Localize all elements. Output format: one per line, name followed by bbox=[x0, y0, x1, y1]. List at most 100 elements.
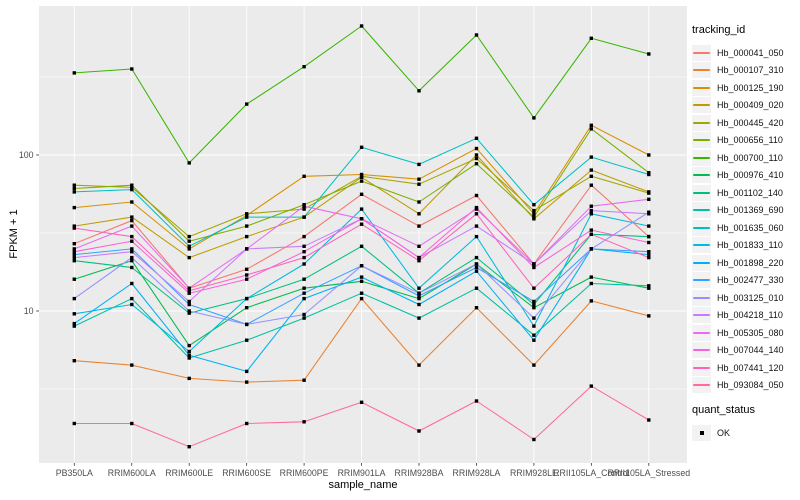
data-point-Hb_001369_690 bbox=[245, 338, 249, 342]
data-point-Hb_000041_050 bbox=[474, 193, 479, 198]
data-point-Hb_000041_050 bbox=[359, 192, 364, 196]
data-point-Hb_005305_080 bbox=[532, 262, 536, 266]
legend-key-swatch bbox=[692, 184, 711, 201]
legend-label: Hb_000656_110 bbox=[717, 135, 783, 146]
data-point-Hb_000041_050 bbox=[245, 267, 249, 271]
data-point-Hb_000700_110 bbox=[245, 102, 249, 106]
data-point-Hb_001833_110 bbox=[302, 262, 306, 266]
data-point-Hb_000700_110 bbox=[474, 33, 479, 37]
data-point-Hb_001635_060 bbox=[302, 215, 306, 219]
data-point-Hb_002477_330 bbox=[130, 247, 134, 251]
legend-label: Hb_001833_110 bbox=[717, 240, 783, 251]
data-point-Hb_000107_310 bbox=[245, 380, 249, 384]
data-point-Hb_005305_080 bbox=[302, 204, 306, 208]
data-point-Hb_000656_110 bbox=[359, 179, 364, 183]
legend-item-Hb_003125_010: Hb_003125_010 bbox=[692, 289, 798, 307]
data-point-Hb_001898_220 bbox=[245, 369, 249, 374]
legend-label: Hb_003125_010 bbox=[717, 292, 784, 303]
data-point-Hb_007441_120 bbox=[72, 226, 76, 230]
data-point-Hb_000976_410 bbox=[302, 286, 306, 290]
black-square-point-icon bbox=[699, 431, 704, 436]
data-point-Hb_007044_140 bbox=[359, 217, 364, 221]
legend-line-icon bbox=[693, 296, 710, 299]
legend-label: Hb_001898_220 bbox=[717, 257, 784, 268]
data-point-Hb_000700_110 bbox=[302, 65, 306, 69]
data-point-Hb_001898_220 bbox=[302, 296, 306, 301]
legend-key-swatch bbox=[692, 167, 711, 184]
data-point-Hb_000656_110 bbox=[532, 215, 536, 219]
data-point-Hb_000976_410 bbox=[72, 277, 76, 281]
data-point-Hb_000041_050 bbox=[417, 224, 421, 228]
x-tick-label: RRIM928LE bbox=[510, 468, 558, 478]
data-point-Hb_093084_050 bbox=[647, 418, 651, 422]
data-point-Hb_007441_120 bbox=[647, 255, 651, 260]
data-point-Hb_000656_110 bbox=[72, 186, 76, 191]
x-tick-label: RRIM600LA bbox=[108, 468, 156, 478]
data-point-Hb_000976_410 bbox=[245, 306, 249, 310]
data-point-Hb_000656_110 bbox=[589, 127, 593, 131]
data-point-Hb_001833_110 bbox=[359, 207, 364, 211]
data-point-Hb_004218_110 bbox=[647, 212, 651, 216]
data-point-Hb_005305_080 bbox=[647, 197, 651, 201]
data-point-Hb_000656_110 bbox=[130, 183, 134, 187]
data-point-Hb_001635_060 bbox=[532, 203, 536, 207]
data-point-Hb_001102_140 bbox=[647, 234, 651, 239]
data-point-Hb_001833_110 bbox=[532, 324, 536, 328]
data-point-Hb_001369_690 bbox=[187, 356, 191, 360]
data-point-Hb_001898_220 bbox=[474, 269, 479, 273]
legend-line-icon bbox=[693, 156, 710, 159]
data-point-Hb_000125_190 bbox=[187, 247, 191, 251]
data-point-Hb_001833_110 bbox=[589, 212, 593, 216]
data-point-Hb_000125_190 bbox=[302, 174, 306, 178]
x-tick-label: RRII105LA_Stressed bbox=[607, 468, 690, 478]
legend-key-swatch bbox=[692, 254, 711, 271]
legend-key-swatch bbox=[692, 272, 711, 289]
data-point-Hb_000976_410 bbox=[647, 286, 651, 290]
panel-background bbox=[39, 6, 687, 463]
data-point-Hb_000125_190 bbox=[474, 146, 479, 151]
legend-line-icon bbox=[693, 69, 710, 72]
data-point-Hb_000976_410 bbox=[532, 306, 536, 310]
legend-label: Hb_000445_420 bbox=[717, 117, 784, 128]
data-point-Hb_004218_110 bbox=[302, 244, 306, 248]
x-tick-label: RRIM600SE bbox=[222, 468, 271, 478]
data-point-Hb_093084_050 bbox=[72, 421, 76, 426]
data-point-Hb_001102_140 bbox=[130, 265, 134, 270]
data-point-Hb_093084_050 bbox=[474, 399, 479, 403]
data-point-Hb_000041_050 bbox=[302, 234, 306, 239]
legend-line-icon bbox=[693, 191, 710, 194]
data-point-Hb_093084_050 bbox=[130, 421, 134, 426]
data-point-Hb_000041_050 bbox=[130, 218, 134, 223]
data-point-Hb_007441_120 bbox=[417, 259, 421, 263]
data-point-Hb_004218_110 bbox=[474, 224, 479, 228]
legend-label: Hb_000107_310 bbox=[717, 65, 784, 76]
data-point-Hb_000445_420 bbox=[647, 191, 651, 195]
data-point-Hb_007044_140 bbox=[647, 240, 651, 245]
data-point-Hb_007044_140 bbox=[532, 265, 536, 270]
data-point-Hb_001369_690 bbox=[647, 284, 651, 288]
data-point-Hb_001369_690 bbox=[130, 296, 134, 301]
data-point-Hb_005305_080 bbox=[245, 247, 249, 251]
legend-key-swatch bbox=[692, 97, 711, 114]
data-point-Hb_001102_140 bbox=[359, 244, 364, 248]
data-point-Hb_007044_140 bbox=[417, 255, 421, 260]
data-point-Hb_003125_010 bbox=[130, 255, 134, 260]
data-point-Hb_001898_220 bbox=[72, 321, 76, 326]
data-point-Hb_002477_330 bbox=[187, 302, 191, 307]
legend-key-swatch bbox=[692, 62, 711, 79]
data-point-Hb_000409_020 bbox=[417, 212, 421, 216]
data-point-Hb_000107_310 bbox=[302, 378, 306, 382]
x-tick-label: RRIM600LE bbox=[165, 468, 213, 478]
data-point-Hb_000107_310 bbox=[532, 363, 536, 367]
data-point-Hb_003125_010 bbox=[187, 309, 191, 313]
legend-key-swatch bbox=[692, 289, 711, 306]
data-point-Hb_000409_020 bbox=[130, 215, 134, 219]
data-point-Hb_005305_080 bbox=[417, 244, 421, 248]
data-point-Hb_000445_420 bbox=[302, 207, 306, 211]
data-point-Hb_002477_330 bbox=[417, 294, 421, 298]
legend-panel: tracking_id Hb_000041_050 Hb_000107_310 Hb… bbox=[692, 24, 798, 442]
legend-label: Hb_000409_020 bbox=[717, 100, 784, 111]
data-point-Hb_000445_420 bbox=[187, 234, 191, 239]
data-point-Hb_001898_220 bbox=[130, 281, 134, 286]
